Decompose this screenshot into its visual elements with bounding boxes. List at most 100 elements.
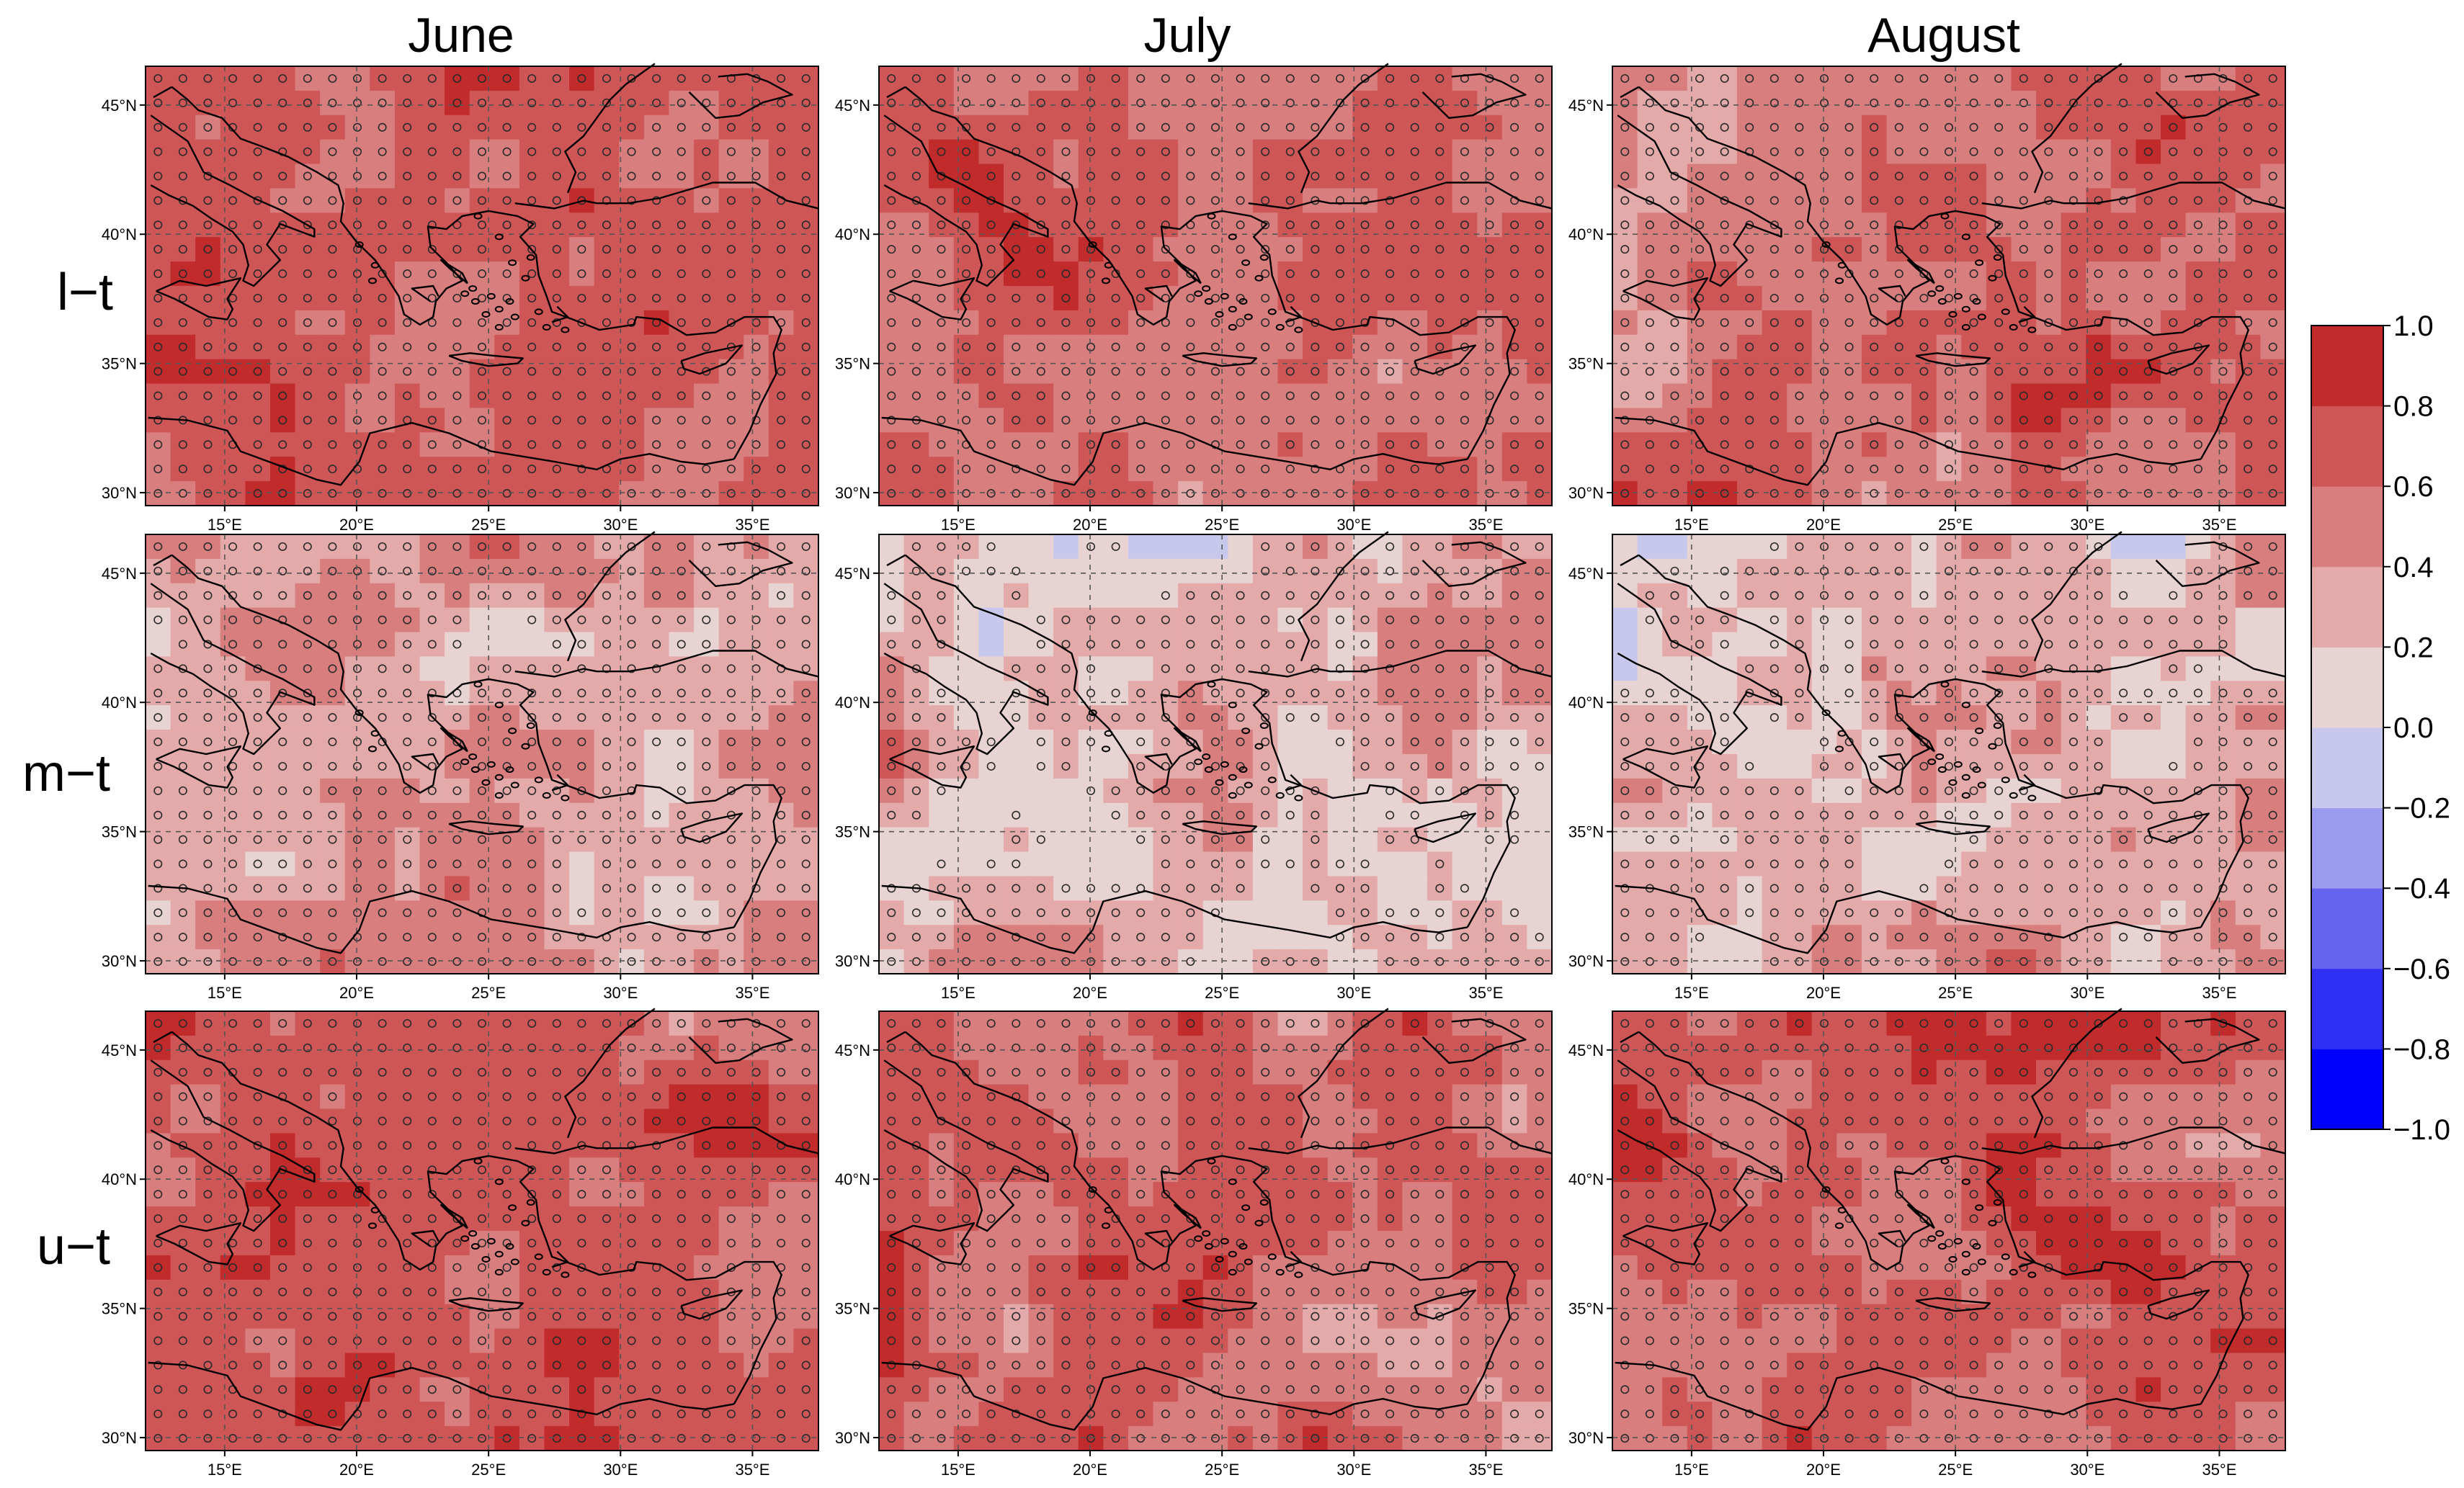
heatmap-cell (718, 212, 744, 238)
significance-marker (303, 391, 312, 400)
significance-marker (751, 440, 761, 449)
heatmap-cell (793, 876, 819, 901)
heatmap-cell (694, 212, 720, 238)
heatmap-cell (269, 163, 296, 189)
heatmap-cell (2110, 408, 2137, 433)
significance-marker (962, 98, 971, 107)
heatmap-cell (1003, 876, 1030, 901)
heatmap-cell (469, 457, 495, 482)
heatmap-cell (953, 212, 979, 238)
heatmap-cell (2135, 139, 2161, 165)
significance-marker (303, 171, 312, 181)
heatmap-cell (1153, 115, 1179, 140)
heatmap-cell (1252, 632, 1279, 658)
heatmap-cell (1612, 383, 1638, 409)
significance-marker (702, 416, 711, 425)
island (486, 292, 496, 300)
heatmap-cell (295, 481, 321, 506)
heatmap-cell (146, 632, 171, 658)
heatmap-cell (295, 534, 321, 560)
significance-marker (527, 245, 537, 254)
heatmap-cell (2086, 334, 2112, 360)
heatmap-cell (1228, 481, 1254, 506)
heatmap-cell (569, 754, 595, 779)
heatmap-cell (394, 827, 421, 853)
significance-marker (1360, 196, 1370, 205)
significance-marker (577, 245, 586, 254)
significance-marker (777, 98, 786, 107)
heatmap-cell (344, 66, 370, 91)
heatmap-cell (1736, 163, 1763, 189)
heatmap-cell (2086, 383, 2112, 409)
heatmap-cell (569, 139, 595, 165)
heatmap-cell (2036, 90, 2062, 116)
heatmap-cell (370, 632, 396, 658)
heatmap-cell (1427, 66, 1453, 91)
heatmap-cell (1402, 851, 1428, 877)
heatmap-cell (903, 705, 929, 730)
heatmap-cell (394, 851, 421, 877)
heatmap-cell (594, 481, 620, 506)
heatmap-cell (544, 334, 570, 360)
heatmap-cell (195, 607, 221, 633)
heatmap-cell (269, 383, 296, 409)
heatmap-cell (2260, 90, 2286, 116)
heatmap-cell (370, 583, 396, 609)
significance-marker (801, 147, 811, 156)
heatmap-cell (1103, 558, 1129, 584)
heatmap-cell (1637, 432, 1663, 457)
heatmap-cell (394, 558, 421, 584)
heatmap-cell (1612, 334, 1638, 360)
heatmap-cell (1327, 261, 1353, 287)
heatmap-cell (619, 286, 645, 311)
heatmap-cell (1427, 261, 1453, 287)
significance-marker (1460, 220, 1469, 230)
heatmap-cell (195, 66, 221, 91)
significance-marker (652, 293, 661, 302)
heatmap-cell (643, 851, 670, 877)
significance-marker (726, 440, 736, 449)
heatmap-cell (245, 359, 271, 385)
heatmap-cell (793, 188, 819, 213)
heatmap-cell (519, 583, 545, 609)
significance-marker (677, 196, 686, 205)
heatmap-cell (1452, 359, 1478, 385)
heatmap-cell (929, 827, 955, 853)
heatmap-cell (1527, 359, 1553, 385)
heatmap-cell (1811, 139, 1837, 165)
heatmap-cell (978, 359, 1004, 385)
heatmap-cell (195, 583, 221, 609)
significance-marker (502, 245, 512, 254)
heatmap-cell (445, 656, 470, 681)
heatmap-cell (1028, 481, 1054, 506)
heatmap-cell (195, 558, 221, 584)
heatmap-cell (1911, 481, 1937, 506)
heatmap-cell (1986, 163, 2012, 189)
heatmap-cell (170, 212, 196, 238)
heatmap-cell (1153, 607, 1179, 633)
heatmap-cell (494, 139, 520, 165)
heatmap-cell (2036, 334, 2062, 360)
heatmap-cell (569, 237, 595, 262)
significance-marker (602, 440, 611, 449)
significance-marker (777, 147, 786, 156)
heatmap-cell (1003, 481, 1030, 506)
heatmap-cell (220, 212, 246, 238)
significance-marker (1061, 98, 1071, 107)
heatmap-cell (1352, 481, 1378, 506)
significance-marker (751, 220, 761, 230)
heatmap-cell (569, 730, 595, 755)
heatmap-cell (694, 432, 720, 457)
heatmap-cell (1427, 188, 1453, 213)
heatmap-cell (2086, 139, 2112, 165)
significance-marker (303, 293, 312, 302)
heatmap-cell (978, 286, 1004, 311)
significance-marker (1410, 122, 1419, 132)
heatmap-cell (220, 383, 246, 409)
heatmap-cell (1053, 754, 1079, 779)
significance-marker (452, 245, 462, 254)
heatmap-cell (694, 237, 720, 262)
heatmap-cell (1178, 115, 1204, 140)
significance-marker (378, 245, 387, 254)
